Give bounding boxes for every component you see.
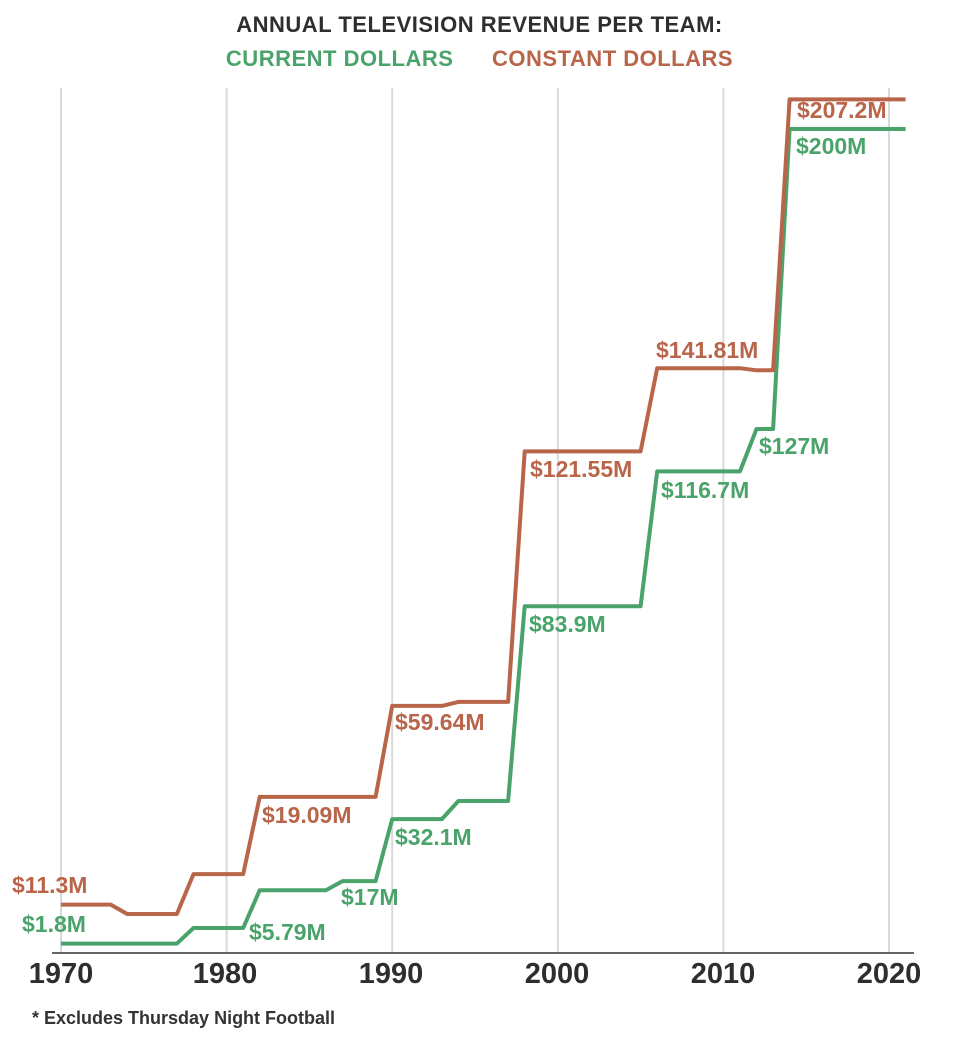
data-label-constant: $11.3M — [12, 872, 88, 898]
series-line-current-dollars — [61, 127, 906, 946]
data-label-constant: $121.55M — [530, 456, 633, 482]
series-line-constant-dollars — [61, 97, 906, 916]
x-tick-label: 1980 — [192, 958, 258, 990]
x-tick-label: 2020 — [856, 958, 922, 990]
x-tick-label: 2010 — [690, 958, 756, 990]
footnote: * Excludes Thursday Night Football — [32, 1008, 336, 1028]
chart-title: ANNUAL TELEVISION REVENUE PER TEAM: — [236, 12, 723, 37]
data-label-constant: $141.81M — [656, 337, 759, 363]
data-label-current: $83.9M — [529, 611, 606, 637]
data-label-constant: $207.2M — [797, 97, 887, 123]
data-label-constant: $59.64M — [395, 709, 485, 735]
data-label-current: $127M — [759, 433, 830, 459]
data-label-current: $200M — [796, 133, 867, 159]
legend: CURRENT DOLLARS CONSTANT DOLLARS — [0, 46, 959, 72]
data-label-current: $32.1M — [395, 824, 472, 850]
x-tick-label: 1970 — [28, 958, 94, 990]
data-label-current: $116.7M — [661, 477, 750, 503]
legend-current-dollars: CURRENT DOLLARS — [225, 46, 454, 71]
x-tick-label: 2000 — [524, 958, 590, 990]
data-label-constant: $19.09M — [262, 802, 352, 828]
data-label-current: $17M — [341, 884, 399, 910]
legend-constant-dollars: CONSTANT DOLLARS — [492, 46, 734, 71]
data-label-current: $5.79M — [249, 919, 326, 945]
x-tick-label: 1990 — [358, 958, 424, 990]
data-label-current: $1.8M — [22, 911, 86, 937]
